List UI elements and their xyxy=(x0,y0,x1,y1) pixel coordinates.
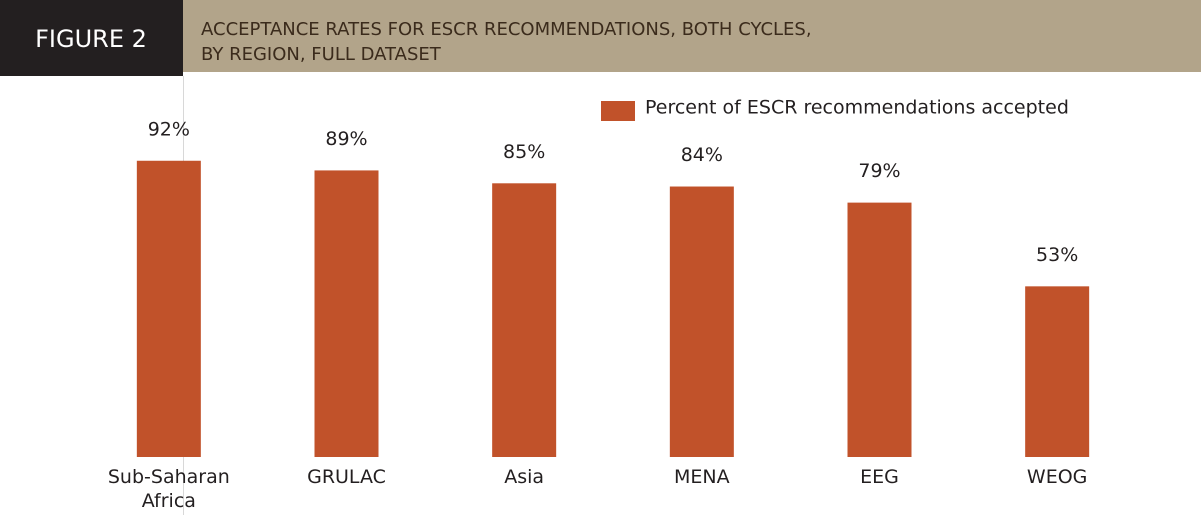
x-tick-label: Sub-Saharan Africa xyxy=(107,466,230,512)
x-tick-label: Asia xyxy=(504,466,545,488)
header-band xyxy=(0,0,1201,72)
figure-label: FIGURE 2 xyxy=(35,25,147,53)
x-tick-label: GRULAC xyxy=(307,466,386,488)
x-tick-label-box: WEOG xyxy=(1026,466,1088,488)
x-tick-label: WEOG xyxy=(1026,466,1088,488)
value-label: 53% xyxy=(1036,244,1078,266)
x-tick-label-box: EEG xyxy=(860,466,899,488)
bar xyxy=(314,170,379,458)
x-tick-label-box: Sub-Saharan Africa xyxy=(107,466,230,512)
value-label: 89% xyxy=(325,128,367,150)
chart-title: ACCEPTANCE RATES FOR ESCR RECOMMENDATION… xyxy=(201,19,812,40)
figure-label-box xyxy=(0,0,183,76)
x-tick-label-box: GRULAC xyxy=(307,466,386,488)
x-tick-label: EEG xyxy=(860,466,899,488)
x-tick-label-box: Asia xyxy=(504,466,545,488)
bar xyxy=(669,186,734,457)
value-label: 79% xyxy=(858,160,900,182)
value-label: 84% xyxy=(681,144,723,166)
bar xyxy=(492,183,557,458)
bar xyxy=(136,160,201,457)
bar xyxy=(847,202,912,457)
value-label: 92% xyxy=(148,118,190,140)
value-label: 85% xyxy=(503,141,545,163)
legend-label: Percent of ESCR recommendations accepted xyxy=(645,97,1069,119)
x-tick-label-box: MENA xyxy=(674,466,730,488)
bar xyxy=(1025,286,1090,457)
chart-title: BY REGION, FULL DATASET xyxy=(201,44,442,65)
x-tick-label: MENA xyxy=(674,466,730,488)
legend-swatch xyxy=(601,101,635,121)
